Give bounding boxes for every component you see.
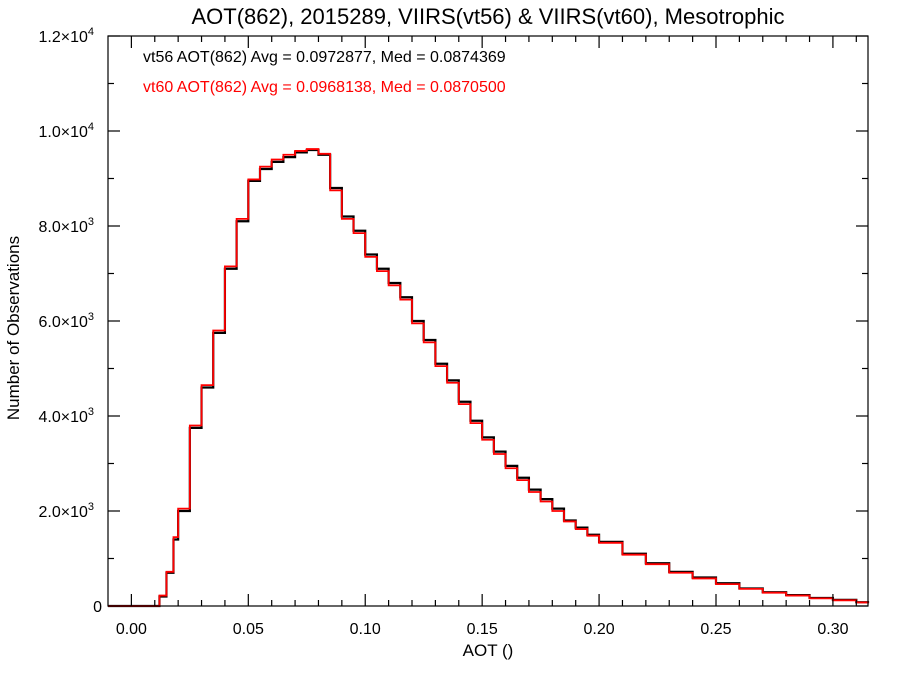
series-line-vt60: [108, 148, 869, 607]
x-tick-label: 0.10: [350, 621, 381, 638]
x-tick-label: 0.30: [817, 621, 848, 638]
x-tick-label: 0.05: [233, 621, 264, 638]
legend-entry-vt56: vt56 AOT(862) Avg = 0.0972877, Med = 0.0…: [143, 49, 506, 66]
plot-frame: [107, 35, 869, 607]
legend-entry-vt60: vt60 AOT(862) Avg = 0.0968138, Med = 0.0…: [143, 79, 506, 96]
x-tick-label: 0.00: [116, 621, 147, 638]
plot-area: 0.00 0.05 0.10 0.15 0.20 0.25 0.30 0 2.0×103 4.0…: [38, 26, 870, 638]
y-axis-label: Number of Observations: [4, 236, 23, 420]
y-axis: 0 2.0×103 4.0×103 6.0×103 8.0×103 1.0×104 1.2×…: [38, 26, 868, 616]
x-axis-label: AOT (): [463, 641, 514, 660]
x-tick-label: 0.20: [584, 621, 615, 638]
x-tick-label: 0.25: [700, 621, 731, 638]
legend: vt56 AOT(862) Avg = 0.0972877, Med = 0.0…: [143, 49, 506, 96]
y-tick-label: 1.2×104: [38, 26, 94, 46]
chart-title: AOT(862), 2015289, VIIRS(vt56) & VIIRS(v…: [191, 4, 784, 29]
y-tick-label: 8.0×103: [38, 216, 94, 236]
y-tick-label: 2.0×103: [38, 501, 94, 521]
x-tick-label: 0.15: [467, 621, 498, 638]
series-layer: [108, 148, 870, 608]
y-tick-label: 1.0×104: [38, 121, 94, 141]
series-line-vt56: [108, 148, 870, 608]
y-tick-label: 4.0×103: [38, 406, 94, 426]
x-axis: 0.00 0.05 0.10 0.15 0.20 0.25 0.30: [116, 36, 857, 638]
y-tick-label: 0: [93, 599, 102, 616]
y-tick-label: 6.0×103: [38, 311, 94, 331]
